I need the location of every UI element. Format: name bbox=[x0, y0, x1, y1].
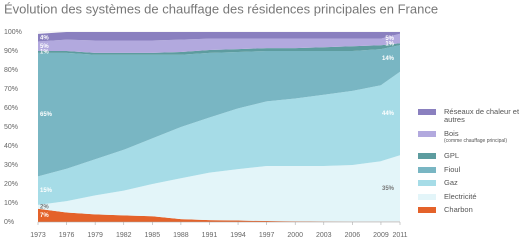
legend-swatch bbox=[418, 180, 436, 186]
legend-item: Réseaux de chaleur et autres bbox=[418, 108, 528, 124]
legend-label: Gaz bbox=[444, 179, 522, 187]
data-label: 15% bbox=[40, 188, 53, 194]
y-tick-label: 20% bbox=[4, 181, 18, 188]
legend-swatch bbox=[418, 109, 436, 115]
x-tick-label: 1976 bbox=[59, 232, 75, 239]
legend-text: Réseaux de chaleur et autres bbox=[444, 107, 520, 124]
x-tick-label: 2000 bbox=[287, 232, 303, 239]
legend-item: Fioul bbox=[418, 166, 528, 174]
data-label: 44% bbox=[382, 111, 395, 117]
data-label: 5% bbox=[385, 36, 394, 42]
y-tick-label: 80% bbox=[4, 67, 18, 74]
x-tick-label: 1985 bbox=[145, 232, 161, 239]
data-label: 2% bbox=[40, 204, 49, 210]
legend-text: Fioul bbox=[444, 165, 461, 174]
data-label: 65% bbox=[40, 112, 53, 118]
x-tick-label: 2011 bbox=[392, 232, 407, 239]
legend-text: GPL bbox=[444, 151, 460, 160]
plot-area bbox=[38, 32, 400, 222]
data-label: 4% bbox=[40, 35, 49, 41]
data-label: 4% bbox=[385, 27, 394, 33]
chart-title: Évolution des systèmes de chauffage des … bbox=[4, 1, 438, 16]
legend-text: Electricité bbox=[444, 192, 477, 201]
y-tick-label: 70% bbox=[4, 86, 18, 93]
legend-label: Charbon bbox=[444, 206, 522, 214]
data-label: 7% bbox=[40, 213, 49, 219]
x-tick-label: 2006 bbox=[345, 232, 361, 239]
legend-item: Charbon bbox=[418, 206, 528, 214]
legend-item: Electricité bbox=[418, 193, 528, 201]
legend-swatch bbox=[418, 131, 436, 137]
legend-text: Charbon bbox=[444, 205, 473, 214]
legend-swatch bbox=[418, 194, 436, 200]
legend-label: GPL bbox=[444, 152, 522, 160]
data-label: 1% bbox=[385, 42, 394, 48]
legend-item: Bois (comme chauffage principal) bbox=[418, 130, 528, 144]
legend-item: GPL bbox=[418, 152, 528, 160]
x-tick-label: 1994 bbox=[230, 232, 246, 239]
y-tick-label: 60% bbox=[4, 105, 18, 112]
x-tick-label: 1982 bbox=[116, 232, 132, 239]
y-tick-label: 100% bbox=[4, 29, 22, 36]
legend-label: Fioul bbox=[444, 166, 522, 174]
area bbox=[38, 71, 400, 205]
y-tick-label: 90% bbox=[4, 48, 18, 55]
x-tick-label: 1979 bbox=[87, 232, 103, 239]
y-tick-label: 0% bbox=[4, 219, 14, 226]
legend-swatch bbox=[418, 207, 436, 213]
x-tick-label: 2009 bbox=[373, 232, 389, 239]
legend-text: Gaz bbox=[444, 178, 458, 187]
data-label: 14% bbox=[382, 56, 395, 62]
y-tick-label: 30% bbox=[4, 162, 18, 169]
legend-swatch bbox=[418, 167, 436, 173]
legend-swatch bbox=[418, 153, 436, 159]
y-tick-label: 10% bbox=[4, 200, 18, 207]
legend-label: Electricité bbox=[444, 193, 522, 201]
area bbox=[38, 208, 400, 222]
legend-text: Bois bbox=[444, 129, 459, 138]
x-tick-label: 1988 bbox=[173, 232, 189, 239]
area bbox=[38, 43, 400, 55]
data-label: 5% bbox=[40, 44, 49, 50]
data-label: 35% bbox=[382, 186, 395, 192]
y-tick-label: 50% bbox=[4, 124, 18, 131]
x-tick-label: 1997 bbox=[259, 232, 275, 239]
x-tick-label: 1991 bbox=[202, 232, 218, 239]
y-tick-label: 40% bbox=[4, 143, 18, 150]
area bbox=[38, 32, 400, 42]
x-tick-label: 2003 bbox=[316, 232, 332, 239]
area bbox=[38, 45, 400, 177]
area bbox=[38, 33, 400, 53]
x-tick-label: 1973 bbox=[30, 232, 46, 239]
area bbox=[38, 155, 400, 222]
legend-detail: (comme chauffage principal) bbox=[444, 138, 507, 144]
legend-label: Bois (comme chauffage principal) bbox=[444, 129, 522, 145]
legend-label: Réseaux de chaleur et autres bbox=[444, 108, 522, 124]
legend-item: Gaz bbox=[418, 179, 528, 187]
data-label: 1% bbox=[40, 50, 49, 56]
